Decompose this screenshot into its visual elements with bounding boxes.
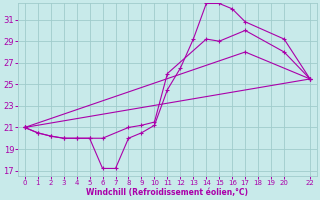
X-axis label: Windchill (Refroidissement éolien,°C): Windchill (Refroidissement éolien,°C) xyxy=(86,188,248,197)
